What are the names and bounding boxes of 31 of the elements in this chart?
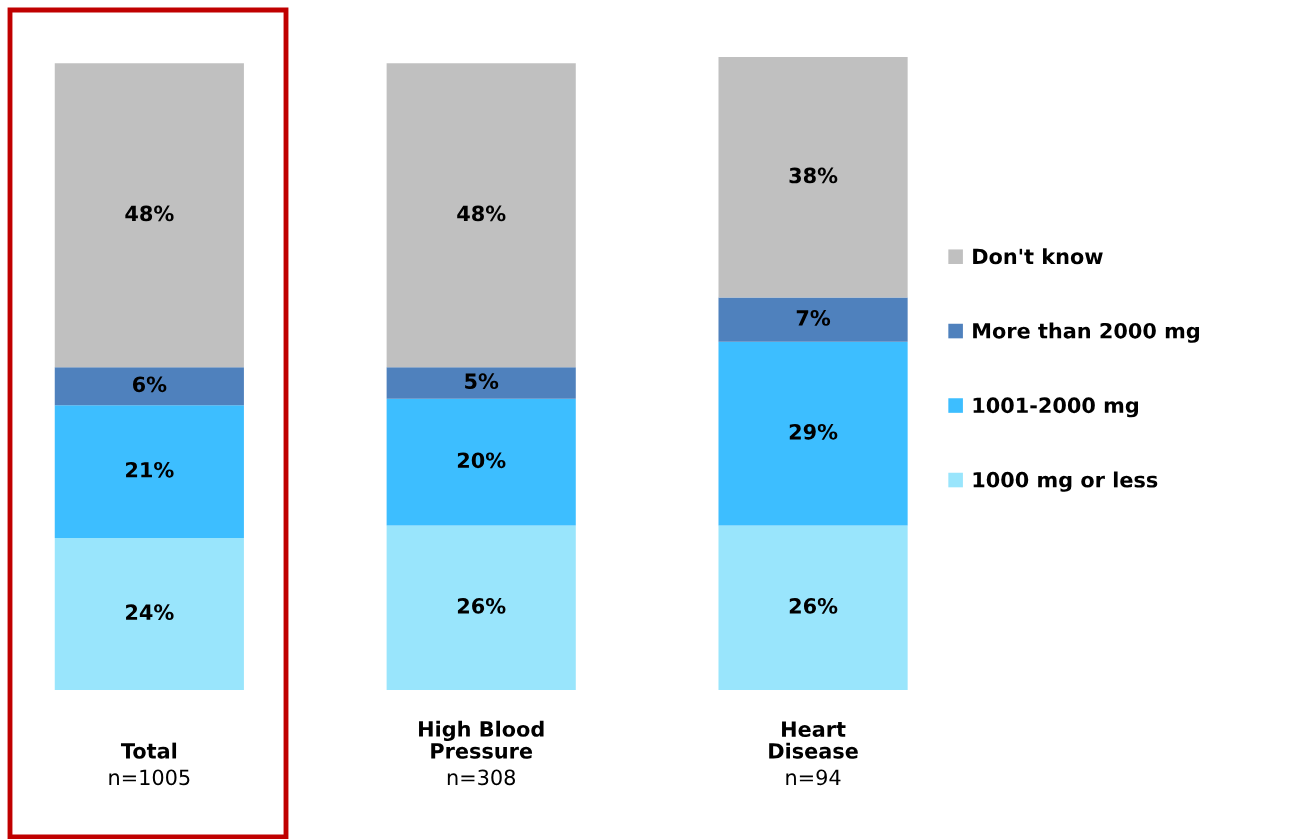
bar [386,367,576,399]
x-tick-label: High Blood Pressure n=308 [419,720,544,786]
data-label: 29% [789,423,838,440]
data-label: 24% [126,604,174,621]
bar [718,297,908,342]
data-label: 38% [789,167,838,184]
legend-label: More than 2000 mg [973,322,1199,343]
data-label: 48% [457,205,506,222]
data-label: 6% [132,376,167,393]
data-label: 7% [796,309,831,326]
data-label: 20% [457,452,506,469]
data-label: 48% [125,205,174,222]
bar [718,341,908,526]
data-label: 5% [465,373,499,390]
data-label: 26% [789,598,838,614]
bar [718,525,908,690]
data-label: 21% [126,461,174,478]
bar [54,63,244,368]
bar [386,398,576,526]
bar [54,367,244,406]
legend-label: Don't know [973,248,1103,265]
bar [718,57,908,298]
legend-label: 1001-2000 mg [973,397,1138,418]
bar [54,538,244,690]
legend-label: 1000 mg or less [973,471,1158,492]
data-label: 26% [457,598,506,614]
bar [54,405,244,539]
x-tick-label: Total n=1005 [109,742,190,786]
bar [386,63,576,368]
x-tick-label: Heart Disease n=94 [769,721,858,786]
bar [386,525,576,690]
